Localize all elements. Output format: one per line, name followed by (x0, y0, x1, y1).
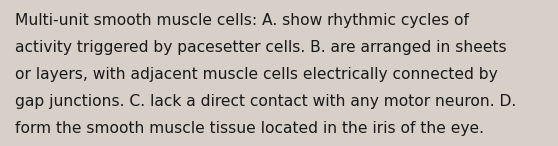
Text: gap junctions. C. lack a direct contact with any motor neuron. D.: gap junctions. C. lack a direct contact … (15, 94, 516, 109)
Text: or layers, with adjacent muscle cells electrically connected by: or layers, with adjacent muscle cells el… (15, 67, 497, 82)
Text: form the smooth muscle tissue located in the iris of the eye.: form the smooth muscle tissue located in… (15, 121, 484, 136)
Text: activity triggered by pacesetter cells. B. are arranged in sheets: activity triggered by pacesetter cells. … (15, 40, 506, 55)
Text: Multi-unit smooth muscle cells: A. show rhythmic cycles of: Multi-unit smooth muscle cells: A. show … (15, 13, 469, 28)
